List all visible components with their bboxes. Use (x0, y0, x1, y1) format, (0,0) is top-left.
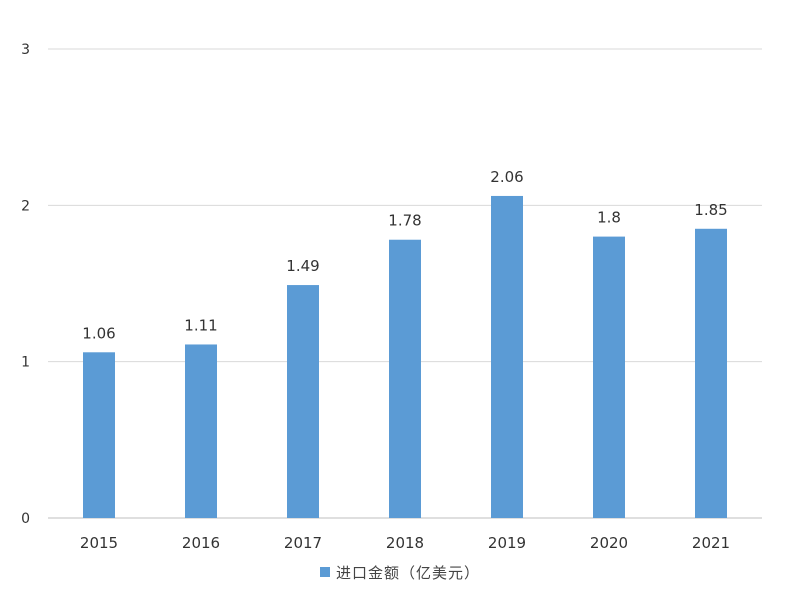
legend-swatch (319, 567, 330, 577)
data-label-2018: 1.78 (388, 212, 421, 230)
data-label-2021: 1.85 (694, 201, 727, 219)
legend-label: 进口金额（亿美元） (335, 563, 480, 582)
bar-2017 (287, 285, 319, 518)
bar-2020 (593, 236, 625, 518)
bar-2015 (83, 352, 115, 518)
y-tick-label: 3 (21, 42, 30, 58)
bars (83, 195, 727, 519)
y-axis-ticks: 0 1 2 3 (21, 42, 30, 527)
data-label-2020: 1.8 (597, 209, 621, 227)
x-tick-label-2016: 2016 (182, 534, 220, 552)
y-tick-label: 1 (21, 355, 30, 371)
x-axis-ticks: 2015 2016 2017 2018 2019 2020 2021 (80, 534, 730, 552)
y-tick-label: 0 (21, 511, 30, 527)
x-tick-label-2021: 2021 (692, 534, 730, 552)
x-tick-label-2020: 2020 (590, 534, 628, 552)
x-tick-label-2015: 2015 (80, 534, 118, 552)
data-label-2019: 2.06 (490, 168, 523, 186)
bar-2021 (695, 228, 727, 519)
y-tick-label: 2 (21, 198, 30, 214)
bar-2016 (185, 344, 217, 518)
data-label-2016: 1.11 (184, 316, 217, 334)
bar-2018 (389, 239, 421, 518)
legend: 进口金额（亿美元） (0, 560, 800, 584)
data-labels: 1.06 1.11 1.49 1.78 2.06 1.8 1.85 (82, 168, 727, 342)
x-tick-label-2017: 2017 (284, 534, 322, 552)
x-tick-label-2019: 2019 (488, 534, 526, 552)
bar-2019 (491, 195, 523, 518)
data-label-2015: 1.06 (82, 324, 115, 342)
x-tick-label-2018: 2018 (386, 534, 424, 552)
data-label-2017: 1.49 (286, 257, 319, 275)
